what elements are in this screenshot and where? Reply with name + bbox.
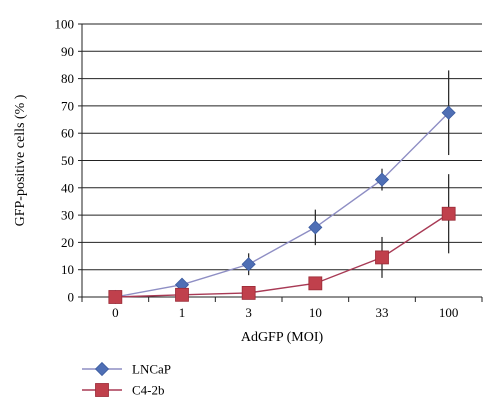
legend: LNCaP C4-2b <box>82 362 171 398</box>
series-line <box>115 112 450 298</box>
legend-label: C4-2b <box>132 383 165 398</box>
legend-marker <box>94 361 110 377</box>
y-tick-label: 0 <box>68 290 75 305</box>
data-point <box>108 290 123 304</box>
y-tick-label: 80 <box>61 71 74 86</box>
y-tick-label: 40 <box>61 180 74 195</box>
x-tick-label: 0 <box>112 305 119 320</box>
x-tick-label: 3 <box>245 305 252 320</box>
data-point <box>308 220 323 235</box>
data-point <box>374 172 390 187</box>
y-tick-label: 30 <box>61 208 74 223</box>
x-axis-title: AdGFP (MOI) <box>241 330 324 345</box>
data-point <box>441 105 456 120</box>
x-tick-label: 100 <box>439 305 459 320</box>
grid <box>82 23 482 298</box>
y-tick-label: 70 <box>61 98 74 113</box>
data-point <box>241 286 256 300</box>
y-tick-label: 100 <box>55 17 75 32</box>
y-tick-label: 60 <box>61 126 74 141</box>
series-c4-2b <box>108 174 456 304</box>
x-axis-ticks: 0 1 3 10 33 100 <box>81 297 483 320</box>
legend-item: LNCaP <box>82 362 171 377</box>
y-tick-label: 90 <box>61 44 74 59</box>
legend-label: LNCaP <box>132 362 171 377</box>
legend-item: C4-2b <box>82 383 165 398</box>
data-point <box>375 250 389 265</box>
y-axis-ticks: 0 10 20 30 40 50 60 70 80 90 100 <box>55 17 82 305</box>
data-point <box>441 206 456 221</box>
y-tick-label: 20 <box>61 235 74 250</box>
y-tick-label: 10 <box>61 262 74 277</box>
y-axis-title: GFP-positive cells (% ) <box>13 94 28 226</box>
series <box>108 70 456 305</box>
series-line <box>115 213 450 298</box>
x-tick-label: 1 <box>179 305 186 320</box>
x-tick-label: 10 <box>309 305 322 320</box>
y-tick-label: 50 <box>61 153 74 168</box>
series-lncap <box>108 70 456 305</box>
legend-marker <box>95 383 109 397</box>
data-point <box>241 257 256 272</box>
data-point <box>175 287 189 302</box>
x-tick-label: 33 <box>376 305 389 320</box>
data-point <box>308 276 323 291</box>
